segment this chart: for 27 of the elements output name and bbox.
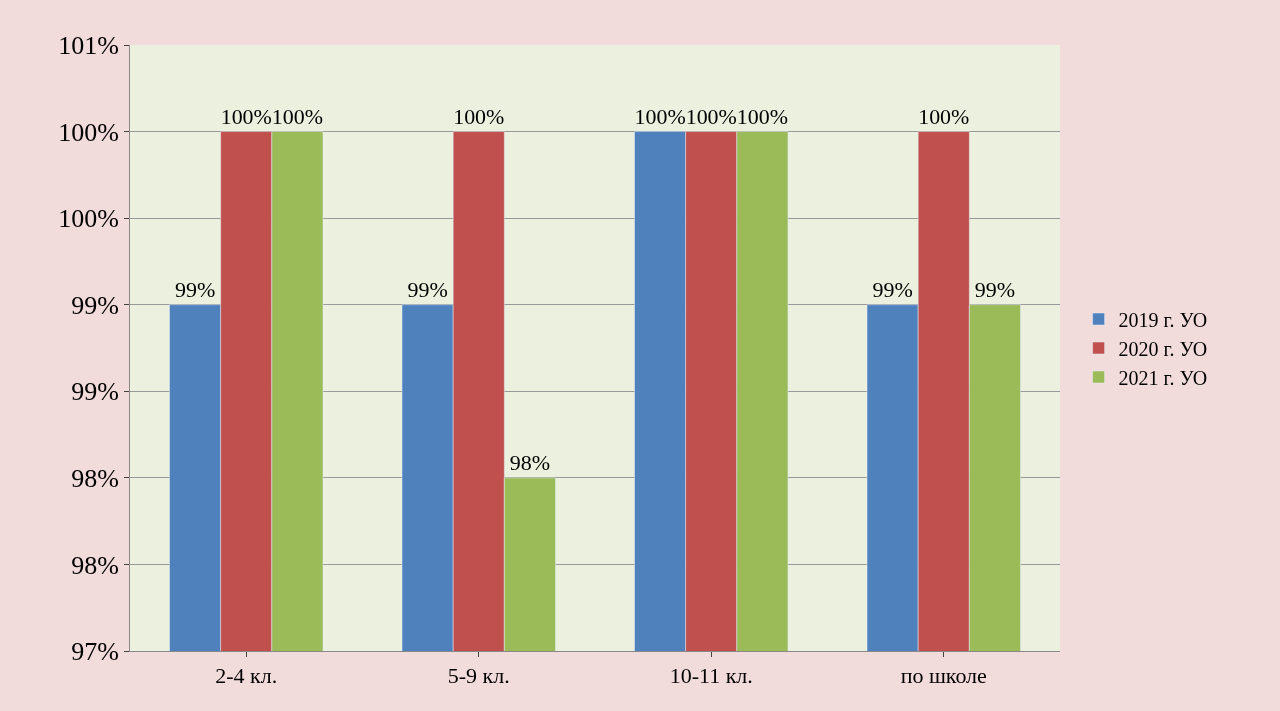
x-tick-label: 5-9 кл.	[447, 663, 510, 689]
data-label: 100%	[271, 103, 323, 129]
data-label: 99%	[974, 276, 1016, 302]
data-label: 100%	[685, 103, 737, 129]
y-tick-label: 99%	[71, 377, 119, 407]
legend-label: 2021 г. УО	[1118, 366, 1208, 389]
y-tick-label: 101%	[58, 31, 119, 61]
x-tick-label: 10-11 кл.	[669, 663, 753, 689]
data-label: 99%	[407, 276, 448, 302]
data-label: 100%	[453, 103, 505, 129]
y-tick-label: 99%	[71, 290, 119, 320]
data-label: 100%	[220, 103, 272, 129]
data-label: 99%	[872, 276, 913, 302]
x-tick-label: по школе	[900, 663, 987, 689]
y-tick-label: 100%	[58, 204, 119, 234]
legend-label: 2020 г. УО	[1118, 337, 1208, 360]
data-label: 99%	[174, 276, 216, 302]
y-tick-label: 98%	[71, 463, 119, 493]
x-tick-label: 2-4 кл.	[215, 663, 278, 689]
data-label: 100%	[736, 103, 788, 129]
data-label: 100%	[918, 103, 970, 129]
y-tick-label: 100%	[58, 117, 119, 147]
data-label: 98%	[509, 449, 551, 475]
data-label: 100%	[634, 103, 686, 129]
y-tick-label: 98%	[71, 550, 119, 580]
y-tick-label: 97%	[71, 637, 119, 667]
legend-label: 2019 г. УО	[1118, 308, 1208, 331]
